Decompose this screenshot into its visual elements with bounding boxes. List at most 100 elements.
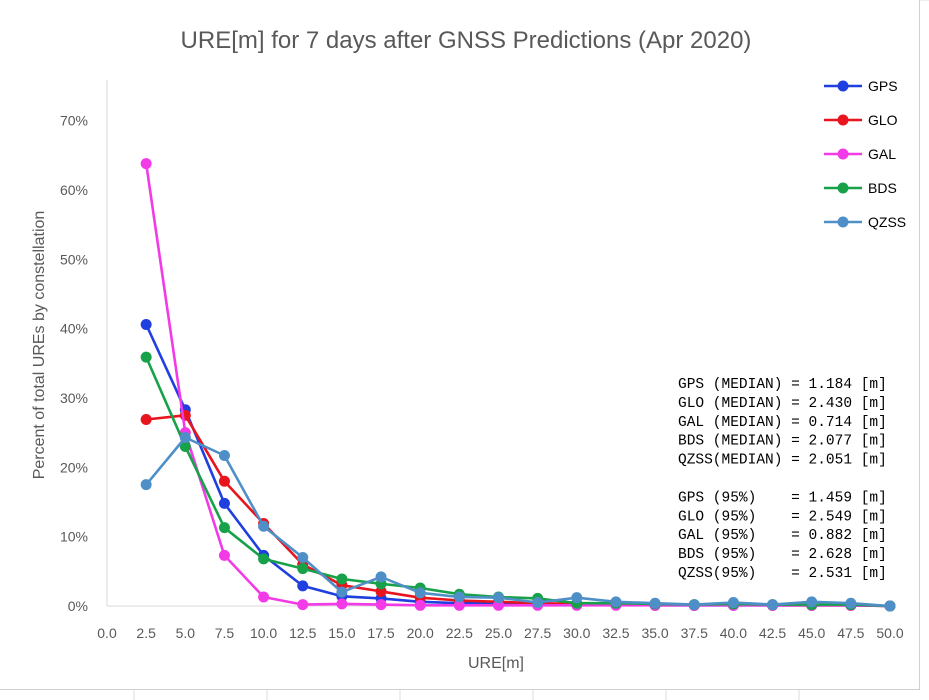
x-tick-label: 17.5 (367, 625, 394, 641)
y-tick-label: 70% (60, 113, 88, 129)
x-tick-label: 2.5 (136, 625, 156, 641)
legend-label: GLO (868, 112, 898, 128)
data-point-qzss (297, 551, 309, 563)
statistic-line: GLO (95%) = 2.549 [m] (678, 509, 887, 525)
x-tick-label: 12.5 (289, 625, 316, 641)
data-point-qzss (688, 599, 700, 611)
legend-item-qzss: QZSS (824, 214, 906, 230)
x-tick-label: 50.0 (876, 625, 903, 641)
legend-item-gal: GAL (824, 146, 896, 162)
legend[interactable]: GPS GLO GAL BDS QZSS (824, 78, 906, 230)
statistic-line: BDS (MEDIAN) = 2.077 [m] (678, 434, 887, 450)
data-point-glo (140, 413, 152, 425)
chart-title: URE[m] for 7 days after GNSS Predictions… (181, 27, 752, 54)
legend-label: GAL (868, 146, 896, 162)
data-point-qzss (218, 450, 230, 462)
y-tick-label: 10% (60, 529, 88, 545)
y-axis-label: Percent of total UREs by constellation (31, 211, 48, 480)
data-point-gal (414, 599, 426, 611)
x-tick-label: 45.0 (798, 625, 825, 641)
data-point-qzss (767, 599, 779, 611)
data-point-qzss (845, 597, 857, 609)
data-point-bds (179, 441, 191, 453)
x-tick-label: 32.5 (602, 625, 629, 641)
legend-marker (837, 216, 849, 228)
data-point-qzss (571, 592, 583, 604)
data-point-gps (140, 319, 152, 331)
x-tick-label: 40.0 (720, 625, 747, 641)
series-line-qzss (145, 436, 891, 608)
legend-marker (837, 80, 849, 92)
statistic-line: GLO (MEDIAN) = 2.430 [m] (678, 396, 887, 412)
data-point-qzss (884, 600, 896, 612)
data-point-qzss (258, 520, 270, 532)
y-tick-label: 40% (60, 321, 88, 337)
x-tick-label: 7.5 (215, 625, 235, 641)
data-point-qzss (453, 591, 465, 603)
x-tick-label: 5.0 (176, 625, 196, 641)
y-tick-label: 30% (60, 390, 88, 406)
series-qzss (140, 432, 896, 612)
legend-marker (837, 148, 849, 160)
data-point-gal (297, 599, 309, 611)
data-point-bds (336, 573, 348, 585)
data-point-glo (375, 585, 387, 597)
y-tick-label: 20% (60, 459, 88, 475)
statistic-line: GPS (MEDIAN) = 1.184 [m] (678, 377, 887, 393)
data-point-qzss (375, 571, 387, 583)
data-point-gps (218, 497, 230, 509)
data-point-bds (297, 563, 309, 575)
data-point-qzss (649, 597, 661, 609)
x-tick-label: 15.0 (328, 625, 355, 641)
data-point-gal (493, 599, 504, 611)
x-tick-label: 0.0 (97, 625, 117, 641)
legend-item-bds: BDS (824, 180, 897, 196)
data-point-qzss (140, 479, 152, 491)
data-point-bds (140, 351, 152, 363)
y-tick-label: 0% (68, 598, 88, 614)
data-point-qzss (727, 597, 739, 609)
data-point-qzss (493, 592, 504, 604)
data-point-gal (258, 591, 270, 603)
x-tick-label: 35.0 (641, 625, 668, 641)
chart-area[interactable]: URE[m] for 7 days after GNSS Predictions… (0, 0, 920, 690)
statistic-line: QZSS(95%) = 2.531 [m] (678, 566, 887, 582)
data-point-bds (258, 553, 270, 565)
data-point-gal (453, 599, 465, 611)
legend-marker (837, 114, 849, 126)
x-tick-label: 20.0 (407, 625, 434, 641)
data-point-qzss (532, 597, 544, 609)
x-tick-label: 22.5 (446, 625, 473, 641)
chart-svg: URE[m] for 7 days after GNSS Predictions… (31, 27, 906, 672)
legend-item-glo: GLO (824, 112, 898, 128)
x-axis-label: URE[m] (468, 655, 524, 672)
data-point-qzss (414, 587, 426, 599)
data-point-qzss (610, 596, 622, 608)
data-point-glo (218, 475, 230, 487)
x-tick-label: 25.0 (485, 625, 512, 641)
y-tick-label: 50% (60, 251, 88, 267)
legend-label: GPS (868, 78, 898, 94)
x-tick-label: 47.5 (837, 625, 864, 641)
statistic-line: BDS (95%) = 2.628 [m] (678, 547, 887, 563)
statistic-line: GAL (95%) = 0.882 [m] (678, 528, 887, 544)
statistics-annotation: GPS (MEDIAN) = 1.184 [m] GLO (MEDIAN) = 2… (678, 377, 887, 582)
x-tick-label: 42.5 (759, 625, 786, 641)
x-tick-label: 37.5 (681, 625, 708, 641)
legend-label: BDS (868, 180, 897, 196)
legend-item-gps: GPS (824, 78, 898, 94)
data-point-gal (375, 599, 387, 611)
statistic-line: GPS (95%) = 1.459 [m] (678, 490, 887, 506)
x-tick-label: 30.0 (563, 625, 590, 641)
data-point-qzss (179, 432, 191, 444)
plot-area: 0% 10% 20% 30% 40% 50% 60% 70% 0.0 2.5 5.0 7.5 10.0 1… (60, 80, 904, 641)
x-tick-label: 10.0 (250, 625, 277, 641)
statistic-line: GAL (MEDIAN) = 0.714 [m] (678, 415, 887, 431)
data-point-bds (218, 522, 230, 534)
data-point-gal (218, 549, 230, 561)
data-point-gal (336, 598, 348, 610)
data-point-qzss (336, 586, 348, 598)
legend-marker (837, 182, 849, 194)
statistic-line: QZSS(MEDIAN) = 2.051 [m] (678, 453, 887, 469)
data-point-qzss (806, 596, 818, 608)
